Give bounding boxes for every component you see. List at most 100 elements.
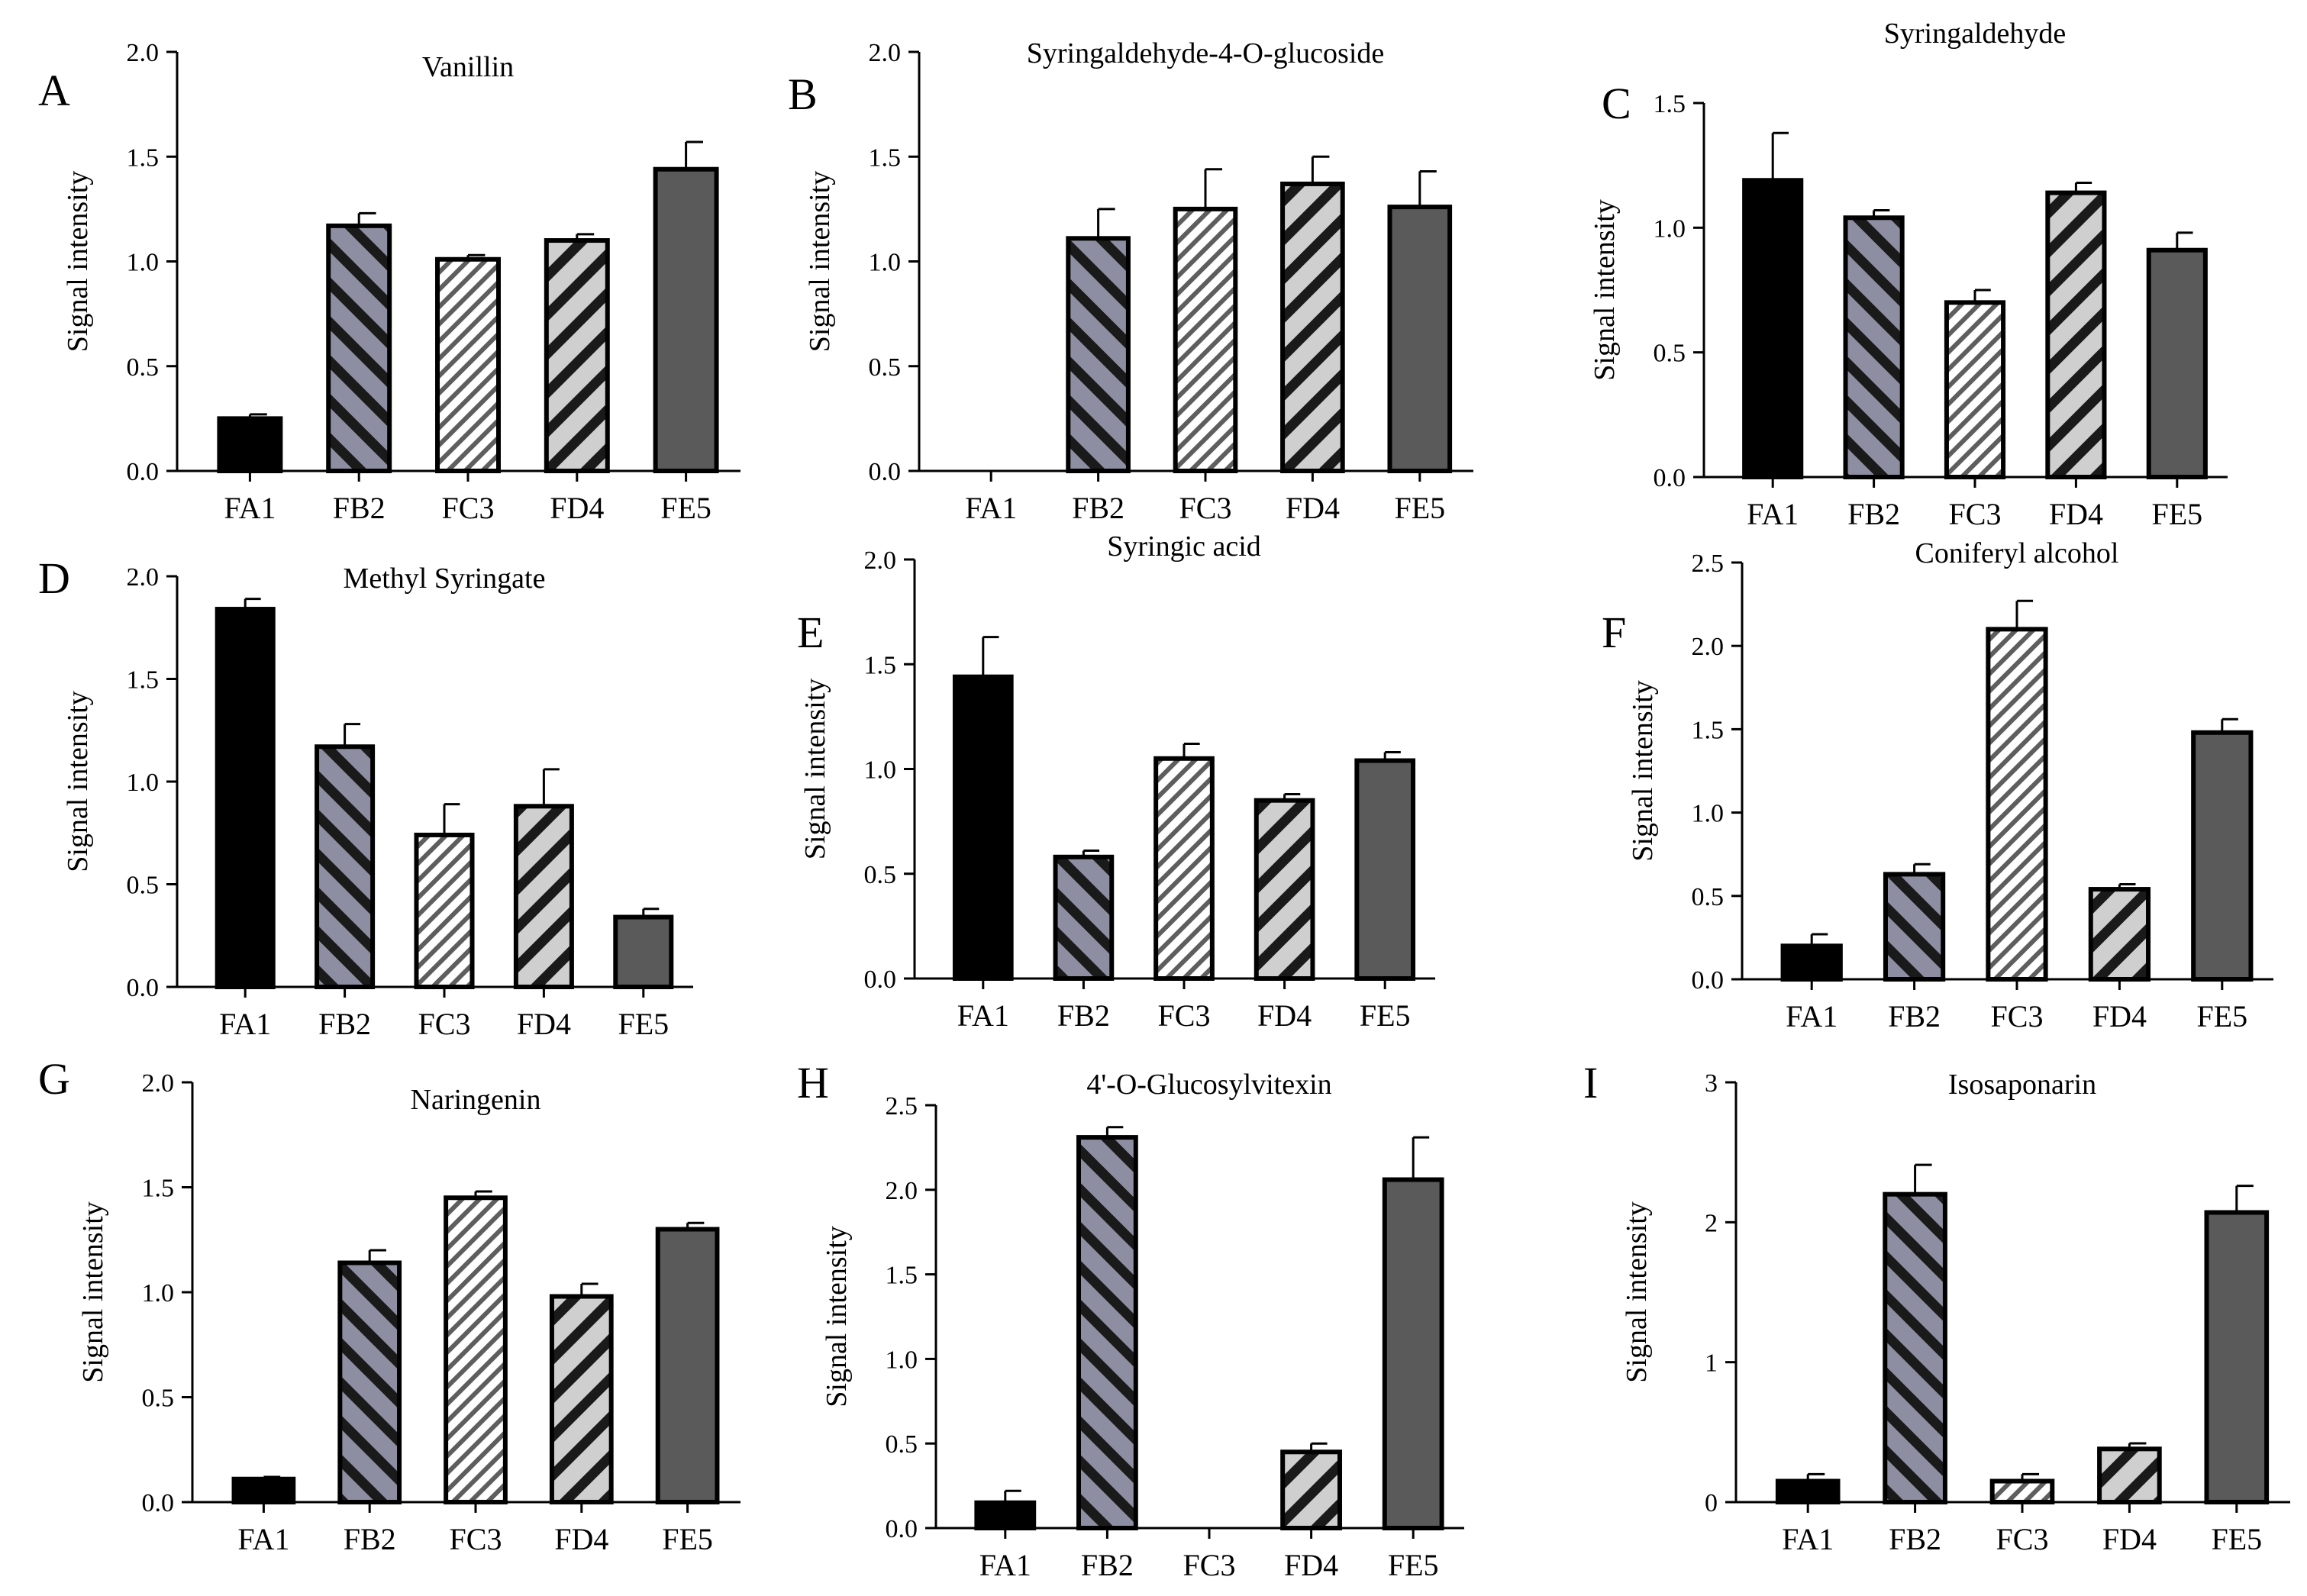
y-axis-label: Signal intensity: [77, 1201, 109, 1383]
x-tick-label-fa1: FA1: [224, 491, 276, 525]
bar-fe5: [613, 914, 674, 990]
y-tick-label: 0.5: [1654, 340, 1686, 368]
y-tick-label: 1.0: [864, 756, 897, 785]
bar-fc3: [1944, 300, 2006, 480]
x-tick-label-fa1: FA1: [965, 491, 1017, 525]
panel-i: I Isosaponarin Signal intensity 0 1 2 3 FA1 FB2 F…: [1583, 1058, 2290, 1556]
y-tick-label: 0.5: [127, 353, 160, 382]
x-tick-label-fb2: FB2: [318, 1007, 371, 1041]
x-tick-label-fc3: FC3: [1991, 999, 2044, 1033]
x-tick-label-fd4: FD4: [517, 1007, 571, 1041]
x-tick-label-fb2: FB2: [1057, 998, 1110, 1033]
x-tick-label-fa1: FA1: [1747, 497, 1799, 531]
bar-fb2: [315, 744, 376, 990]
y-tick-label: 0.5: [869, 353, 902, 382]
bar-fa1: [974, 1500, 1037, 1531]
panel-letter: I: [1583, 1058, 1598, 1108]
y-tick-label: 3: [1705, 1069, 1718, 1098]
bar-fe5: [1387, 205, 1453, 473]
panel-letter: E: [797, 608, 824, 657]
x-tick-label-fe5: FE5: [1388, 1548, 1439, 1582]
bar-fc3: [435, 256, 501, 473]
y-tick-label: 1.5: [127, 143, 160, 172]
bar-fb2: [1053, 854, 1115, 982]
y-tick-label: 1.5: [1692, 716, 1725, 744]
y-tick-label: 1.0: [1692, 800, 1725, 828]
bar-fc3: [1173, 206, 1238, 473]
x-tick-label-fe5: FE5: [2151, 497, 2202, 531]
bar-fb2: [1076, 1135, 1138, 1530]
y-tick-label: 2: [1705, 1209, 1718, 1237]
x-tick-label-fd4: FD4: [1286, 491, 1340, 525]
bar-fb2: [337, 1260, 402, 1504]
chart-title: Methyl Syringate: [344, 563, 546, 595]
panels-group: A Vanillin Signal intensity 0.0 0.5 1.0 1.5 2.0…: [38, 18, 2290, 1582]
y-tick-label: 2.0: [127, 563, 160, 592]
panel-letter: H: [797, 1058, 829, 1108]
x-tick-label-fa1: FA1: [1786, 999, 1838, 1033]
x-tick-label-fb2: FB2: [1888, 999, 1941, 1033]
panel-h: H 4'-O-Glucosylvitexin Signal intensity 0.0…: [797, 1058, 1464, 1582]
bar-fb2: [326, 223, 392, 473]
bar-fe5: [2191, 730, 2254, 982]
panel-letter: F: [1602, 608, 1626, 657]
panel-a: A Vanillin Signal intensity 0.0 0.5 1.0 1.5 2.0…: [38, 39, 740, 525]
bar-fd4: [1254, 798, 1315, 982]
y-tick-label: 0: [1705, 1489, 1718, 1517]
y-axis-label: Signal intensity: [804, 171, 836, 353]
chart-title: Syringic acid: [1107, 530, 1261, 563]
bar-fd4: [2045, 190, 2107, 479]
bar-fa1: [952, 674, 1014, 981]
chart-title: Naringenin: [411, 1084, 541, 1116]
bar-fe5: [655, 1227, 720, 1504]
x-tick-label-fc3: FC3: [1179, 491, 1232, 525]
y-tick-label: 1.0: [869, 249, 902, 277]
y-tick-label: 1.5: [142, 1175, 175, 1203]
y-tick-label: 2.0: [864, 547, 897, 575]
chart-title: Syringaldehyde: [1884, 18, 2067, 50]
y-tick-label: 1.0: [127, 249, 160, 277]
x-tick-label-fa1: FA1: [1782, 1522, 1834, 1556]
x-tick-label-fa1: FA1: [979, 1548, 1031, 1582]
x-tick-label-fc3: FC3: [418, 1007, 471, 1041]
bar-fd4: [2097, 1446, 2162, 1505]
panel-b: B Syringaldehyde-4-O-glucoside Signal inte…: [788, 37, 1473, 525]
x-tick-label-fa1: FA1: [957, 998, 1009, 1033]
bar-fc3: [1986, 627, 2048, 982]
y-tick-label: 1.5: [127, 666, 160, 695]
bar-fc3: [1989, 1478, 2055, 1504]
y-tick-label: 1.0: [886, 1346, 918, 1374]
bar-fc3: [444, 1195, 508, 1504]
y-axis-label: Signal intensity: [62, 691, 94, 872]
chart-title: Isosaponarin: [1948, 1069, 2096, 1101]
bar-fe5: [653, 166, 719, 473]
x-tick-label-fb2: FB2: [333, 491, 386, 525]
bar-fd4: [2088, 887, 2151, 982]
bar-fa1: [1775, 1478, 1841, 1504]
y-tick-label: 1: [1705, 1349, 1718, 1378]
y-tick-label: 2.5: [1692, 550, 1725, 578]
panel-d: D Methyl Syringate Signal intensity 0.0 0.5 1…: [38, 553, 693, 1041]
bar-fc3: [1154, 756, 1215, 982]
x-tick-label-fd4: FD4: [1257, 998, 1312, 1033]
bar-fb2: [1883, 872, 1946, 982]
y-tick-label: 2.0: [1692, 633, 1725, 661]
panel-g: G Naringenin Signal intensity 0.0 0.5 1.0 1.5 2…: [38, 1054, 740, 1556]
x-tick-label-fa1: FA1: [237, 1522, 289, 1556]
panel-letter: D: [38, 553, 70, 603]
bar-fb2: [1843, 215, 1905, 479]
y-axis-label: Signal intensity: [799, 679, 831, 860]
x-tick-label-fc3: FC3: [450, 1522, 502, 1556]
x-tick-label-fe5: FE5: [618, 1007, 669, 1041]
x-tick-label-fe5: FE5: [2196, 999, 2247, 1033]
y-tick-label: 0.0: [142, 1489, 175, 1517]
bar-fd4: [1280, 181, 1345, 473]
y-tick-label: 0.5: [886, 1430, 918, 1459]
x-tick-label-fd4: FD4: [2102, 1522, 2157, 1556]
x-tick-label-fe5: FE5: [1360, 998, 1411, 1033]
panel-c: C Syringaldehyde Signal intensity 0.0 0.5 1.0…: [1589, 18, 2228, 531]
y-tick-label: 0.5: [1692, 883, 1725, 911]
y-tick-label: 2.0: [886, 1177, 918, 1205]
x-tick-label-fe5: FE5: [662, 1522, 713, 1556]
y-tick-label: 0.0: [127, 974, 160, 1002]
